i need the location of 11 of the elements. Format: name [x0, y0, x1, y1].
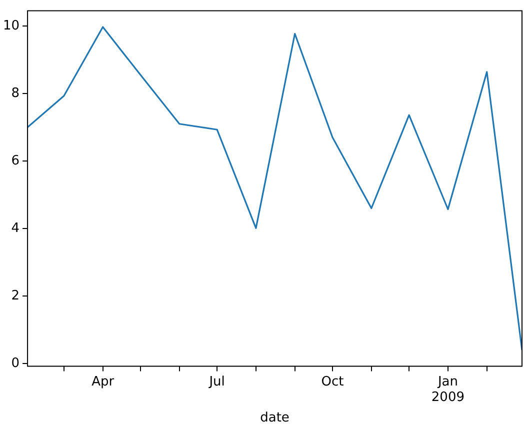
x-tick-label: Jul — [208, 374, 225, 390]
x-tick-label: Oct — [321, 374, 344, 390]
y-tick-label: 2 — [11, 288, 20, 304]
y-tick-label: 10 — [2, 18, 20, 34]
x-axis-title: date — [260, 410, 290, 426]
y-tick-label: 0 — [11, 356, 20, 371]
y-tick-label: 8 — [11, 86, 20, 101]
x-tick-label: Jan 2009 — [431, 374, 465, 405]
x-tick-label: Apr — [92, 374, 115, 390]
y-tick-label: 6 — [11, 153, 20, 168]
y-tick-label: 4 — [11, 220, 20, 236]
